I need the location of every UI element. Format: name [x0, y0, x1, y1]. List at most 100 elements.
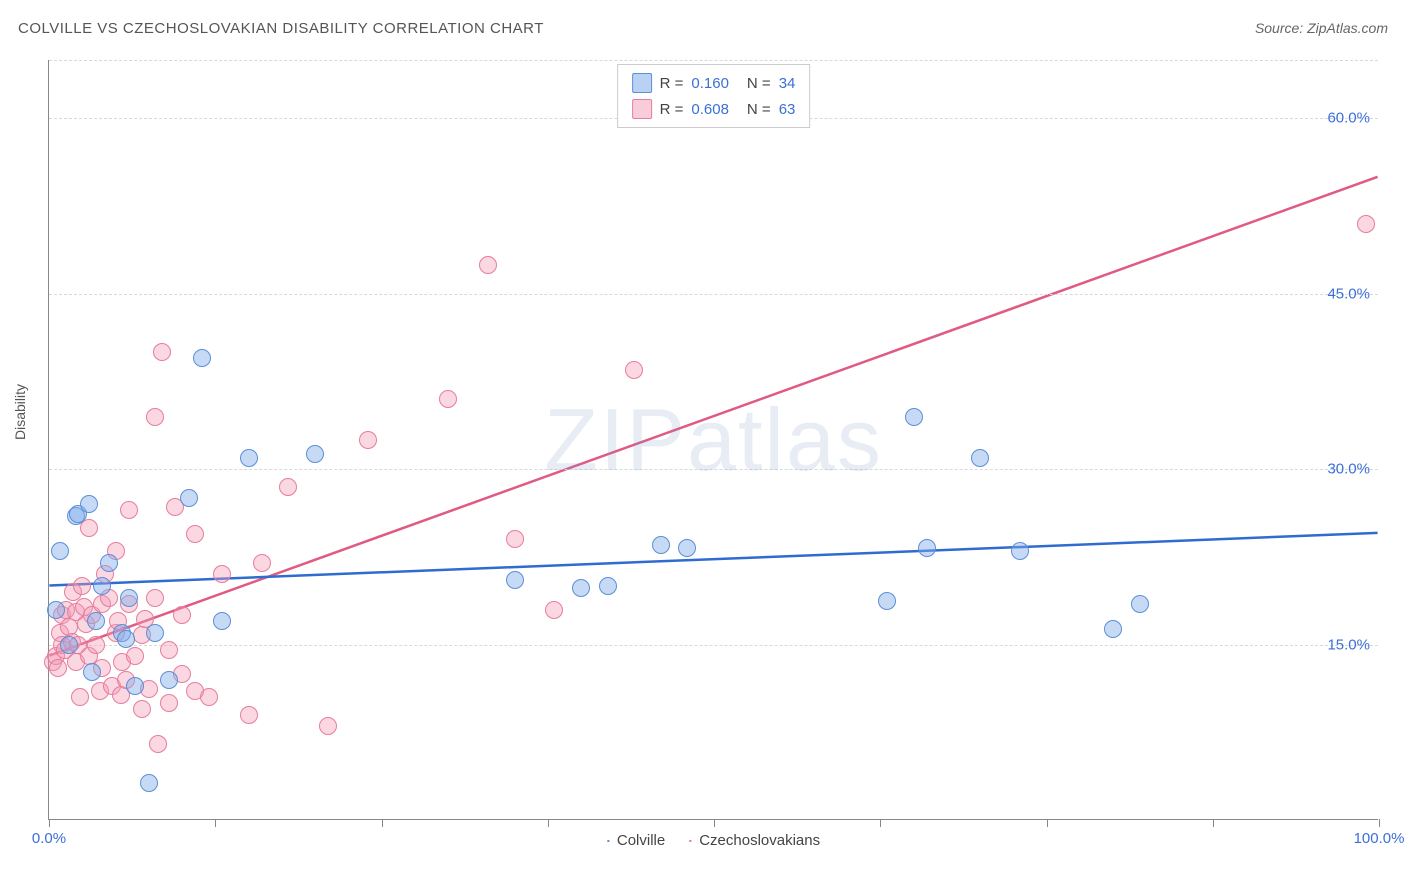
x-tick-mark [880, 819, 881, 827]
marker-colville [1131, 595, 1149, 613]
marker-czechoslovakians [120, 501, 138, 519]
legend-label-czech: Czechoslovakians [699, 832, 820, 849]
y-tick-label: 45.0% [1327, 285, 1370, 302]
gridline-h [49, 60, 1378, 61]
y-tick-label: 60.0% [1327, 110, 1370, 127]
marker-czechoslovakians [146, 408, 164, 426]
x-tick-mark [382, 819, 383, 827]
x-tick-mark [215, 819, 216, 827]
marker-czechoslovakians [146, 589, 164, 607]
n-value-czech: 63 [779, 101, 796, 118]
marker-czechoslovakians [240, 706, 258, 724]
marker-czechoslovakians [506, 530, 524, 548]
plot-area: ZIPatlas R = 0.160 N = 34 R = 0.608 N = … [48, 60, 1378, 820]
marker-czechoslovakians [153, 343, 171, 361]
x-tick-label: 0.0% [32, 830, 66, 847]
marker-colville [506, 571, 524, 589]
marker-colville [1104, 620, 1122, 638]
marker-czechoslovakians [213, 565, 231, 583]
marker-colville [572, 579, 590, 597]
marker-czechoslovakians [71, 688, 89, 706]
marker-czechoslovakians [625, 361, 643, 379]
x-tick-mark [548, 819, 549, 827]
legend-swatch-blue-icon [607, 840, 609, 842]
x-tick-mark [1379, 819, 1380, 827]
legend-series: Colville Czechoslovakians [607, 832, 820, 849]
marker-colville [971, 449, 989, 467]
marker-colville [146, 624, 164, 642]
x-tick-mark [1213, 819, 1214, 827]
legend-swatch-pink [632, 99, 652, 119]
marker-colville [117, 630, 135, 648]
marker-czechoslovakians [439, 390, 457, 408]
x-tick-label: 100.0% [1354, 830, 1405, 847]
marker-czechoslovakians [359, 431, 377, 449]
marker-colville [878, 592, 896, 610]
marker-colville [599, 577, 617, 595]
marker-czechoslovakians [73, 577, 91, 595]
y-tick-label: 30.0% [1327, 461, 1370, 478]
legend-row-colville: R = 0.160 N = 34 [632, 70, 796, 96]
marker-colville [160, 671, 178, 689]
marker-colville [47, 601, 65, 619]
x-tick-mark [49, 819, 50, 827]
r-value-colville: 0.160 [691, 75, 729, 92]
marker-colville [140, 774, 158, 792]
marker-colville [213, 612, 231, 630]
legend-stats: R = 0.160 N = 34 R = 0.608 N = 63 [617, 64, 811, 128]
gridline-h [49, 294, 1378, 295]
x-tick-mark [714, 819, 715, 827]
marker-colville [87, 612, 105, 630]
marker-colville [1011, 542, 1029, 560]
marker-colville [306, 445, 324, 463]
marker-czechoslovakians [160, 694, 178, 712]
marker-czechoslovakians [1357, 215, 1375, 233]
marker-colville [93, 577, 111, 595]
marker-colville [652, 536, 670, 554]
marker-colville [51, 542, 69, 560]
marker-colville [126, 677, 144, 695]
legend-label-colville: Colville [617, 832, 665, 849]
marker-colville [83, 663, 101, 681]
marker-colville [240, 449, 258, 467]
marker-czechoslovakians [479, 256, 497, 274]
marker-czechoslovakians [319, 717, 337, 735]
marker-colville [918, 539, 936, 557]
legend-swatch-pink-icon [689, 840, 691, 842]
marker-czechoslovakians [149, 735, 167, 753]
y-axis-label: Disability [12, 384, 28, 440]
gridline-h [49, 645, 1378, 646]
r-value-czech: 0.608 [691, 101, 729, 118]
marker-czechoslovakians [87, 636, 105, 654]
marker-czechoslovakians [173, 606, 191, 624]
marker-czechoslovakians [279, 478, 297, 496]
y-tick-label: 15.0% [1327, 636, 1370, 653]
marker-colville [193, 349, 211, 367]
chart-title: COLVILLE VS CZECHOSLOVAKIAN DISABILITY C… [18, 20, 544, 37]
marker-czechoslovakians [126, 647, 144, 665]
marker-colville [80, 495, 98, 513]
marker-colville [100, 554, 118, 572]
marker-czechoslovakians [160, 641, 178, 659]
legend-swatch-blue [632, 73, 652, 93]
regression-line-czechoslovakians [49, 177, 1377, 656]
legend-row-czech: R = 0.608 N = 63 [632, 96, 796, 122]
marker-czechoslovakians [200, 688, 218, 706]
marker-colville [678, 539, 696, 557]
legend-item-czech: Czechoslovakians [689, 832, 820, 849]
marker-colville [60, 636, 78, 654]
source-credit: Source: ZipAtlas.com [1255, 20, 1388, 36]
marker-czechoslovakians [545, 601, 563, 619]
marker-colville [905, 408, 923, 426]
x-tick-mark [1047, 819, 1048, 827]
marker-czechoslovakians [49, 659, 67, 677]
marker-colville [120, 589, 138, 607]
marker-colville [180, 489, 198, 507]
legend-item-colville: Colville [607, 832, 665, 849]
marker-czechoslovakians [186, 525, 204, 543]
regression-line-colville [49, 533, 1377, 586]
marker-czechoslovakians [253, 554, 271, 572]
gridline-h [49, 469, 1378, 470]
marker-czechoslovakians [133, 700, 151, 718]
n-value-colville: 34 [779, 75, 796, 92]
